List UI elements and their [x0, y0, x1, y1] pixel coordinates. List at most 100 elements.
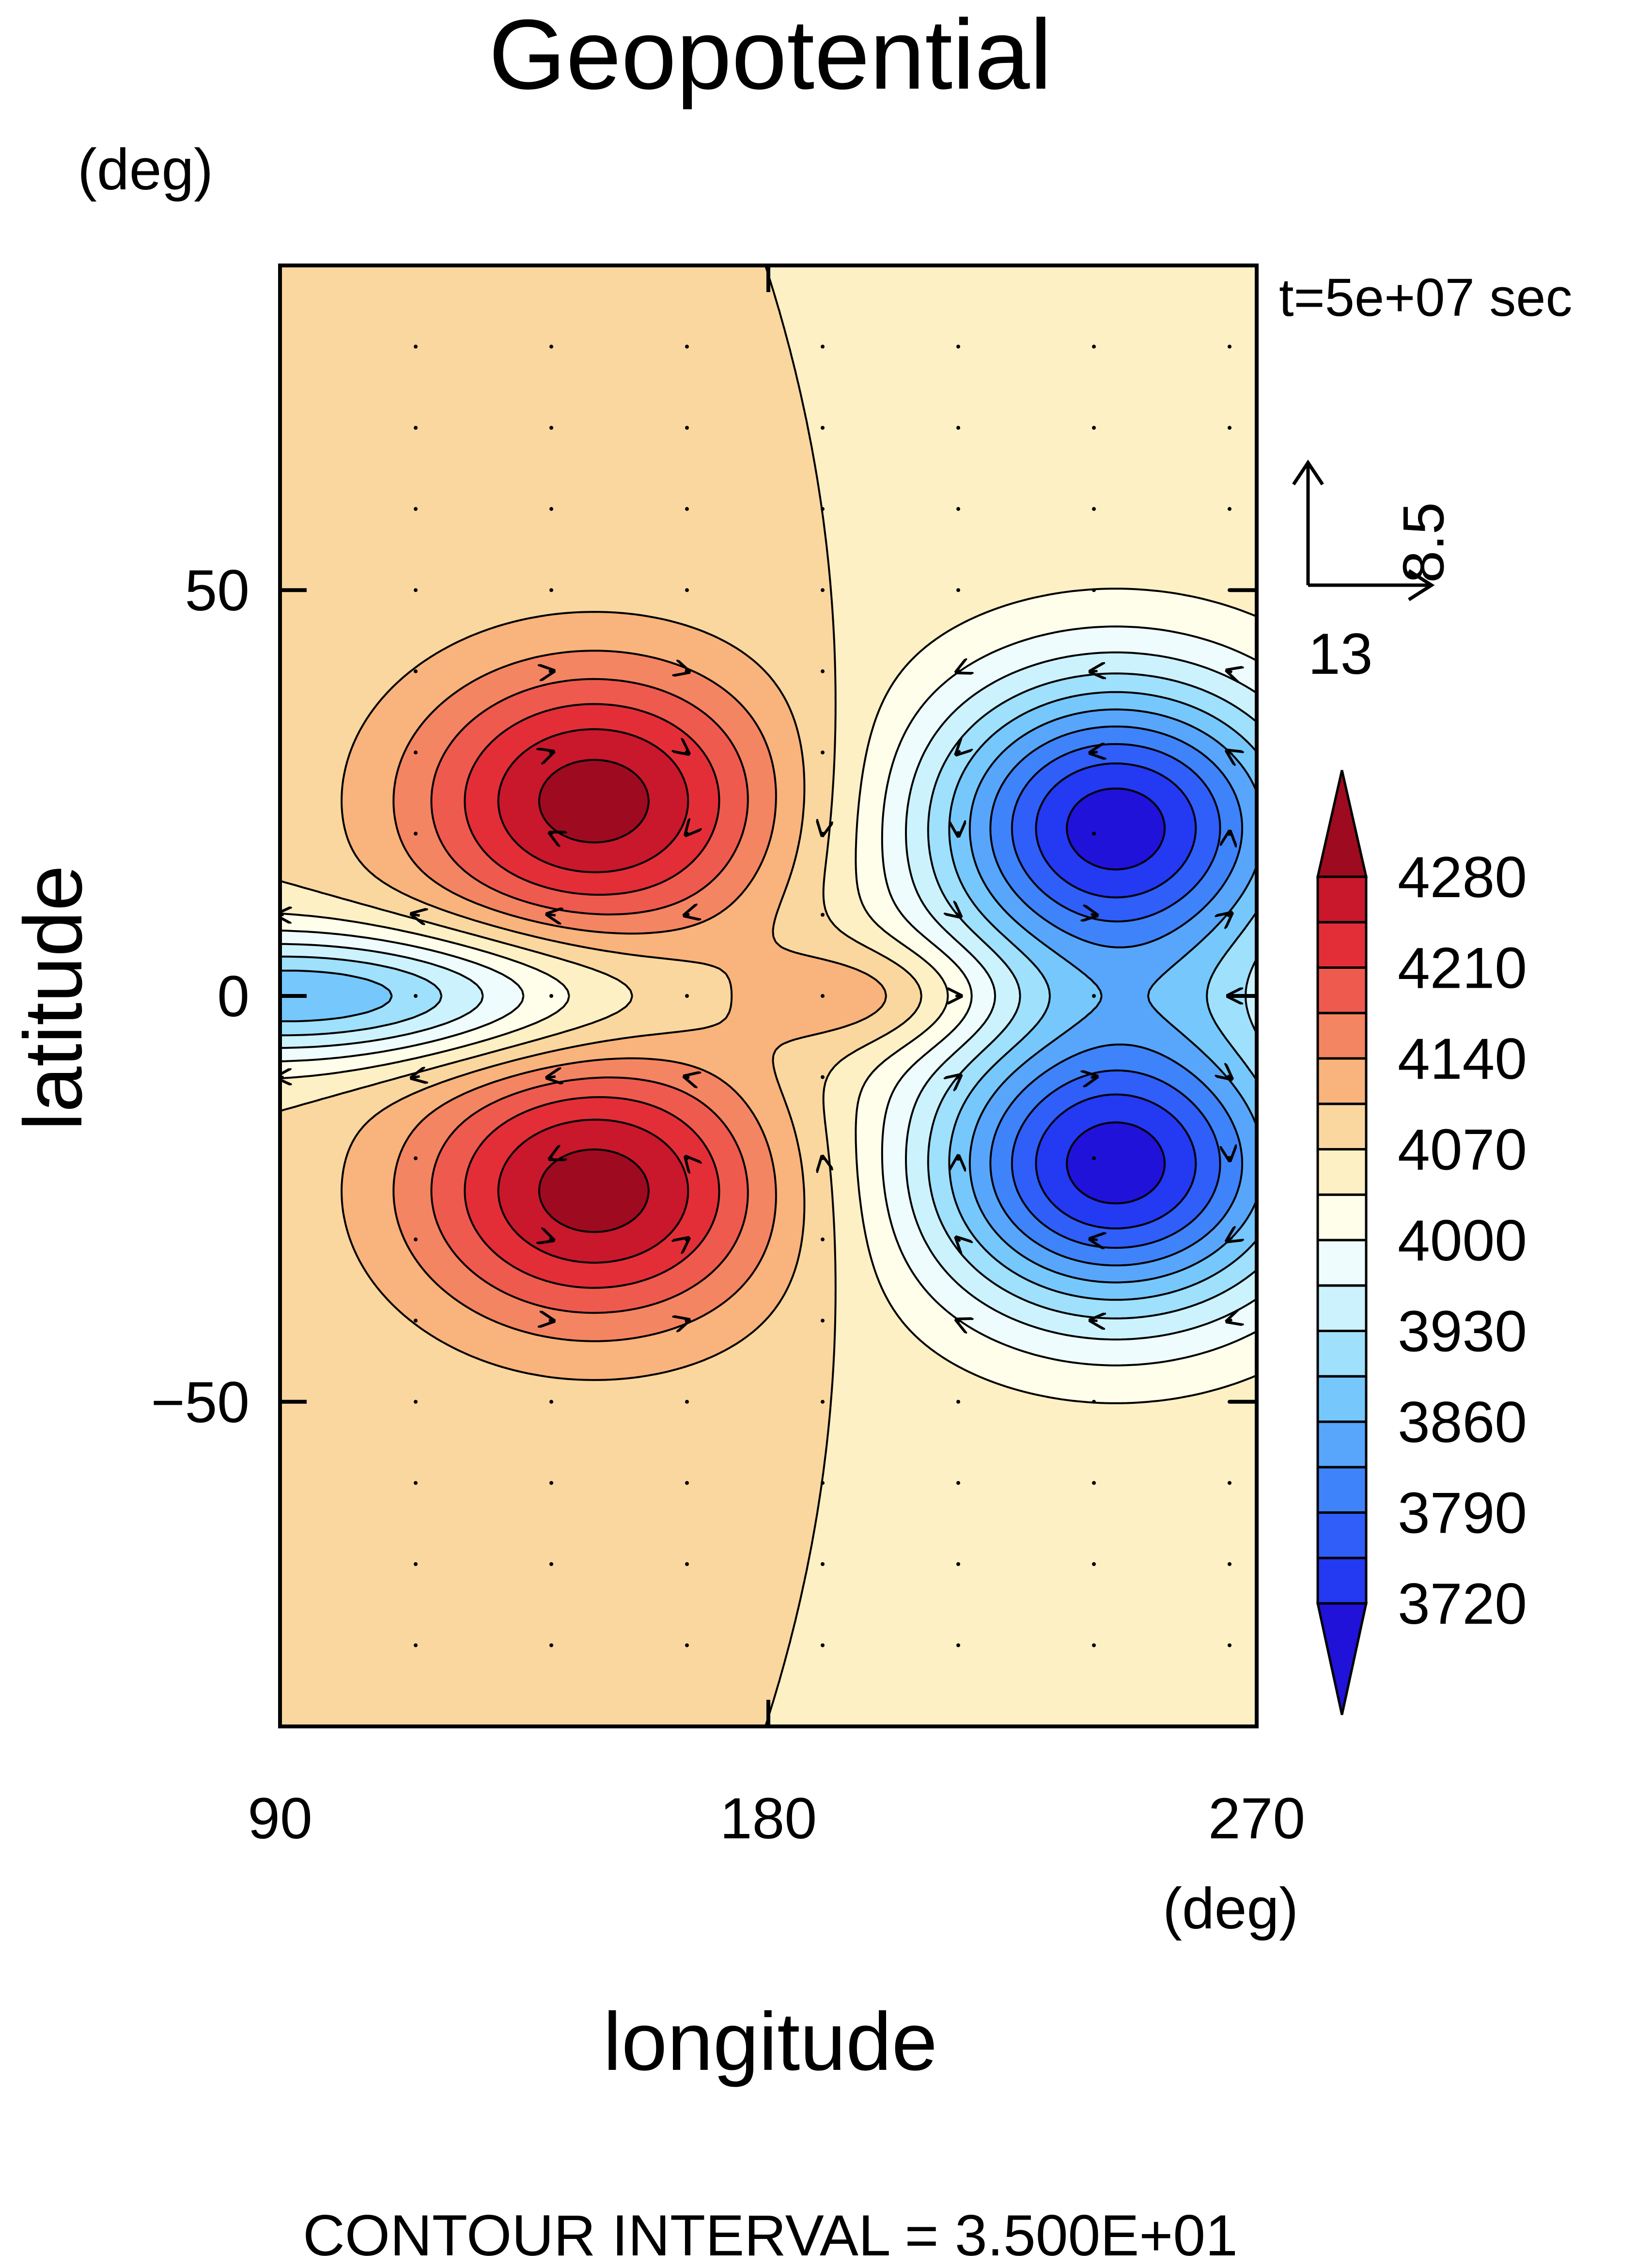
- vector-arrow: [1228, 1075, 1232, 1079]
- vector-point: [821, 1562, 825, 1566]
- vector-point: [821, 750, 825, 755]
- vector-arrow: [412, 1076, 420, 1078]
- vector-point: [956, 344, 960, 349]
- vector-point: [821, 1643, 825, 1647]
- vector-point: [414, 669, 418, 673]
- vector-point: [414, 588, 418, 592]
- vector-arrow: [1090, 752, 1097, 753]
- vector-point: [685, 1399, 689, 1404]
- contour-interval-label: CONTOUR INTERVAL = 3.500E+01: [303, 2203, 1238, 2268]
- vector-arrow: [822, 832, 823, 835]
- vector-point: [685, 1481, 689, 1485]
- vector-arrow: [550, 833, 553, 834]
- vector-point: [1092, 344, 1096, 349]
- vector-point: [414, 1481, 418, 1485]
- axis-tick-labels: 90 180 270 −50 0 50: [151, 558, 1305, 1851]
- vector-point: [414, 1399, 418, 1404]
- vector-arrow: [547, 1076, 556, 1077]
- colorbar-label: 4210: [1398, 936, 1527, 1001]
- axis-ticks: [278, 265, 1259, 1726]
- vector-arrow: [956, 1238, 960, 1242]
- vector-point: [821, 1481, 825, 1485]
- vector-arrow: [549, 1320, 554, 1321]
- contour-line-3755: [1035, 762, 1197, 1229]
- vector-arrow: [686, 1238, 689, 1241]
- vector-point: [549, 507, 553, 511]
- vector-point: [1092, 994, 1096, 998]
- vector-point: [414, 507, 418, 511]
- vector-point: [414, 1562, 418, 1566]
- x-axis-unit: (deg): [1163, 1876, 1299, 1941]
- vector-arrow: [1228, 913, 1232, 917]
- wind-vectors: [280, 344, 1232, 1647]
- vector-point: [414, 1319, 418, 1323]
- vector-point: [1092, 1562, 1096, 1566]
- vector-arrow: [956, 670, 960, 672]
- contour-line-4140: [392, 650, 777, 1342]
- geopotential-field: [280, 265, 1257, 1726]
- vector-arrow: [1091, 1077, 1097, 1078]
- contour-line-4210: [464, 703, 720, 1289]
- vector-point: [1092, 426, 1096, 430]
- vector-point: [821, 913, 825, 917]
- vector-point: [1092, 1399, 1096, 1404]
- vector-arrow: [958, 831, 959, 836]
- contour-line-4000: [280, 625, 1257, 1367]
- y-tick-label: −50: [151, 1370, 249, 1435]
- contour-line-3720: [1066, 787, 1166, 1205]
- vector-point: [685, 1562, 689, 1566]
- vector-arrow: [686, 832, 688, 835]
- vector-point: [956, 588, 960, 592]
- vector-arrow: [1091, 914, 1097, 915]
- vector-point: [821, 588, 825, 592]
- vector-arrow: [1090, 1239, 1097, 1240]
- colorbar-label: 3860: [1398, 1390, 1527, 1455]
- colorbar-label: 4280: [1398, 845, 1527, 910]
- vector-point: [549, 426, 553, 430]
- vector-point: [956, 1643, 960, 1647]
- vector-arrow: [958, 1156, 959, 1161]
- reference-vector-x-value: 13: [1308, 621, 1373, 686]
- vector-arrow: [549, 1239, 553, 1240]
- colorbar-swatch-4000: [1316, 1193, 1368, 1242]
- colorbar-swatch-4210: [1316, 921, 1368, 969]
- vector-point: [1092, 831, 1096, 836]
- y-tick-label: 50: [185, 558, 249, 623]
- contour-line-4105: [341, 611, 888, 1381]
- vector-point: [821, 1237, 825, 1242]
- vector-arrow: [1091, 1320, 1098, 1321]
- colorbar-swatch-4035: [1316, 1148, 1368, 1196]
- vector-point: [549, 1399, 553, 1404]
- vector-point: [414, 831, 418, 836]
- vector-point: [956, 426, 960, 430]
- vector-point: [1228, 507, 1231, 511]
- vector-arrow: [547, 914, 556, 915]
- vector-point: [414, 750, 418, 755]
- x-tick-label: 270: [1208, 1786, 1305, 1851]
- colorbar-label: 3790: [1398, 1481, 1527, 1546]
- colorbar-swatch-4070: [1316, 1103, 1368, 1150]
- colorbar-swatch-3720: [1316, 1556, 1368, 1605]
- reference-vector-up-head: [1292, 459, 1324, 485]
- vector-point: [685, 507, 689, 511]
- vector-point: [685, 426, 689, 430]
- x-tick-label: 180: [720, 1786, 817, 1851]
- vector-arrow: [549, 752, 553, 753]
- colorbar-min-triangle: [1316, 1602, 1368, 1715]
- vector-arrow: [1227, 751, 1232, 754]
- vector-arrow: [685, 1320, 689, 1321]
- vector-point: [821, 344, 825, 349]
- time-label: t=5e+07 sec: [1279, 268, 1573, 327]
- vector-arrow: [686, 751, 689, 754]
- contour-line-3930: [280, 672, 1257, 1320]
- vector-point: [821, 669, 825, 673]
- vector-point: [1092, 1481, 1096, 1485]
- vector-point: [685, 344, 689, 349]
- vector-point: [414, 1237, 418, 1242]
- colorbar-swatch-4105: [1316, 1057, 1368, 1105]
- x-tick-label: 90: [248, 1786, 312, 1851]
- contour-line-3825: [989, 725, 1244, 1267]
- vector-point: [821, 994, 825, 998]
- colorbar-swatch-4175: [1316, 966, 1368, 1014]
- colorbar: 4280 4210 4140 4070 4000 3930 3860 3790 3720: [1316, 770, 1527, 1715]
